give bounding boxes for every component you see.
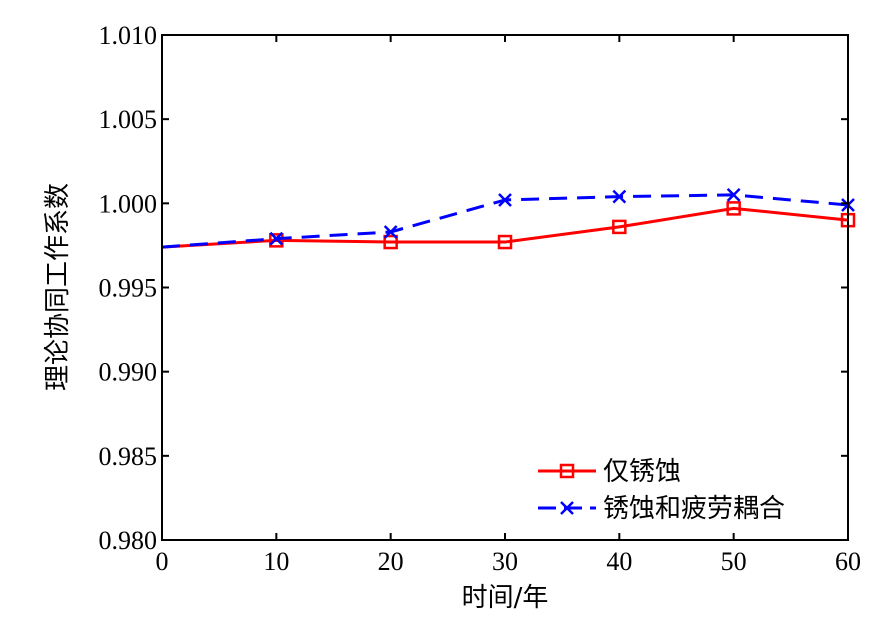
legend-label: 锈蚀和疲劳耦合 bbox=[603, 494, 785, 524]
data-point bbox=[383, 225, 398, 239]
data-point bbox=[269, 231, 284, 246]
x-tick-label: 0 bbox=[156, 547, 169, 576]
data-point bbox=[726, 201, 741, 216]
legend-marker bbox=[559, 463, 575, 479]
data-point bbox=[497, 234, 513, 250]
data-point bbox=[383, 234, 398, 250]
x-tick-label: 20 bbox=[378, 547, 404, 576]
y-tick-label: 0.995 bbox=[99, 274, 158, 303]
data-point bbox=[726, 188, 741, 202]
y-tick-label: 0.990 bbox=[99, 358, 158, 387]
data-point bbox=[269, 233, 284, 248]
y-tick-label: 0.980 bbox=[99, 526, 158, 555]
y-axis-label: 理论协同工作系数 bbox=[43, 183, 73, 391]
x-tick-label: 60 bbox=[835, 547, 861, 576]
y-tick-label: 1.000 bbox=[99, 189, 158, 218]
legend-label: 仅锈蚀 bbox=[603, 457, 681, 487]
y-tick-label: 1.010 bbox=[99, 21, 158, 50]
data-point bbox=[612, 189, 627, 204]
series-line bbox=[161, 193, 849, 249]
x-tick-label: 30 bbox=[492, 547, 518, 576]
plot-frame bbox=[161, 34, 849, 541]
legend-marker bbox=[560, 501, 574, 515]
series-layer bbox=[161, 188, 856, 250]
y-tick-label: 0.985 bbox=[99, 442, 158, 471]
x-tick-label: 10 bbox=[263, 547, 289, 576]
y-tick-label: 1.005 bbox=[99, 105, 158, 134]
series-line bbox=[161, 206, 849, 249]
data-point bbox=[498, 193, 512, 207]
axis-ticks: 0 10 20 30 40 50 60 0.980 0.985 0.990 0.995 1.000 1.… bbox=[99, 21, 862, 576]
data-point bbox=[612, 219, 627, 235]
x-tick-label: 50 bbox=[721, 547, 747, 576]
series-corrosion-fatigue bbox=[161, 188, 855, 249]
series-corrosion-only bbox=[161, 201, 856, 250]
x-axis-label: 时间/年 bbox=[462, 583, 549, 613]
x-tick-label: 40 bbox=[606, 547, 632, 576]
